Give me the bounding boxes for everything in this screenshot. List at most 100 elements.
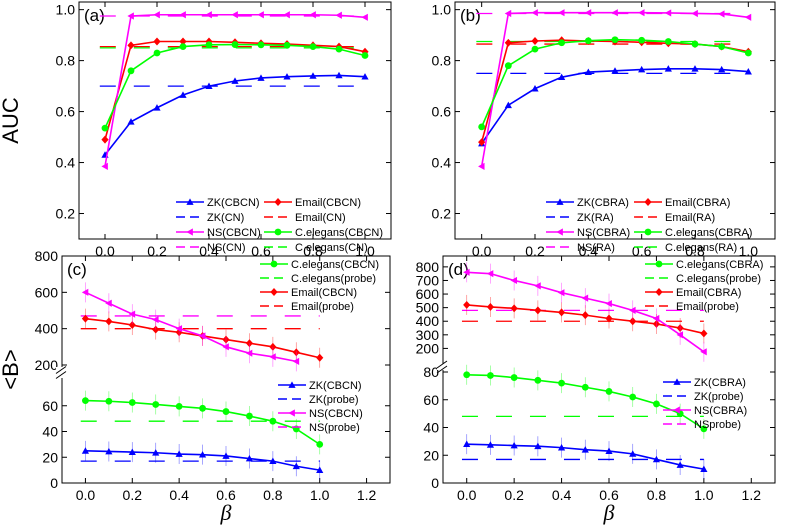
data-point bbox=[744, 49, 752, 57]
legend-label: C.elegans(RA) bbox=[665, 242, 737, 254]
data-point bbox=[504, 101, 512, 109]
legend-label: ZK(probe) bbox=[694, 391, 744, 403]
legend-entry: Email(CBRA) bbox=[645, 287, 741, 299]
legend-label: ZK(CBRA) bbox=[577, 197, 629, 209]
data-point bbox=[231, 77, 239, 84]
x-axis-title: β bbox=[603, 500, 615, 525]
y-tick-label: 400 bbox=[416, 313, 440, 329]
data-point bbox=[335, 45, 343, 53]
data-point bbox=[531, 9, 538, 17]
data-point bbox=[581, 311, 589, 320]
x-tick-label: 0.8 bbox=[685, 243, 705, 259]
data-point bbox=[584, 9, 592, 17]
legend-label: Email(CBCN) bbox=[295, 197, 361, 209]
data-point bbox=[128, 310, 136, 318]
data-point bbox=[581, 383, 589, 391]
legend-entry: Email(CBCN) bbox=[264, 197, 361, 209]
legend-label: NS(probe) bbox=[309, 422, 360, 434]
data-point bbox=[463, 300, 471, 309]
data-point bbox=[292, 357, 300, 365]
x-tick-label: 0.0 bbox=[457, 487, 477, 503]
legend-entry: C.elegans(RA) bbox=[634, 242, 737, 254]
data-point bbox=[81, 288, 89, 296]
legend-marker bbox=[556, 198, 564, 205]
data-point bbox=[257, 41, 265, 49]
data-point bbox=[510, 374, 518, 381]
y-tick-label: 0.8 bbox=[56, 53, 76, 69]
legend-marker bbox=[655, 260, 663, 268]
legend-label: C.elegans(CBRA) bbox=[676, 259, 763, 271]
legend-label: Email(RA) bbox=[665, 212, 715, 224]
legend-label: Email(CBRA) bbox=[676, 287, 741, 299]
data-point bbox=[664, 38, 672, 45]
data-point bbox=[510, 441, 518, 449]
y-tick-label: 1.0 bbox=[432, 2, 452, 18]
legend-label: NSprobe) bbox=[694, 419, 741, 431]
data-point bbox=[534, 376, 542, 384]
data-point bbox=[101, 124, 109, 132]
data-point bbox=[257, 11, 264, 19]
y-tick-label: 0.4 bbox=[432, 155, 452, 171]
data-point bbox=[205, 82, 213, 89]
data-point bbox=[478, 138, 486, 147]
data-point bbox=[205, 11, 212, 19]
series-line bbox=[104, 40, 366, 140]
y-tick-label: 0.6 bbox=[432, 104, 452, 120]
data-point bbox=[127, 67, 135, 75]
x-tick-label: 0.8 bbox=[647, 487, 667, 503]
data-point bbox=[269, 417, 277, 425]
x-tick-label: 1.0 bbox=[310, 487, 330, 503]
data-point bbox=[558, 9, 565, 17]
data-point bbox=[638, 9, 645, 17]
panel-c: 0.0 0.2 0.4 0.6 0.8 1.0 1.2 200 400 600 800 0 20 40 60… bbox=[0, 248, 391, 525]
data-point bbox=[653, 400, 660, 408]
data-point bbox=[605, 388, 613, 395]
legend-marker bbox=[673, 378, 681, 385]
data-point bbox=[199, 404, 206, 412]
x-tick-label: 0.0 bbox=[95, 243, 115, 259]
data-point bbox=[638, 65, 646, 73]
legend-label: Email(CN) bbox=[295, 212, 346, 224]
y-tick-label: 80 bbox=[423, 364, 439, 380]
series-line bbox=[481, 67, 749, 144]
legend-marker bbox=[655, 288, 663, 296]
data-point bbox=[744, 67, 752, 75]
data-point bbox=[463, 440, 471, 448]
legend-entry: C.elegans(CBRA) bbox=[634, 227, 752, 239]
legend-entry: NSprobe) bbox=[663, 419, 741, 431]
x-tick-label: 0.6 bbox=[251, 243, 271, 259]
y-tick-label: 700 bbox=[416, 272, 440, 288]
y-tick-label: 0 bbox=[431, 475, 439, 491]
legend-marker bbox=[644, 228, 652, 236]
data-point bbox=[309, 43, 317, 50]
data-point bbox=[361, 52, 369, 59]
y-tick-label: 600 bbox=[416, 286, 440, 302]
y-tick-label: 0.2 bbox=[56, 206, 76, 222]
legend-entry: Email(CN) bbox=[264, 212, 346, 224]
y-tick-label: 0 bbox=[50, 475, 58, 491]
data-point bbox=[629, 450, 637, 457]
data-point bbox=[127, 118, 135, 125]
data-point bbox=[605, 447, 613, 454]
data-point bbox=[105, 447, 113, 455]
data-point bbox=[179, 37, 187, 46]
panel-label: (b) bbox=[460, 6, 481, 25]
data-point bbox=[179, 43, 187, 50]
y-tick-label: 600 bbox=[35, 284, 59, 300]
panel-label: (c) bbox=[67, 260, 87, 279]
y-tick-label: 400 bbox=[35, 321, 59, 337]
data-point bbox=[231, 11, 238, 19]
legend-entry: ZK(CBCN) bbox=[278, 380, 362, 392]
data-point bbox=[629, 393, 637, 401]
legend-label: C.elegans(probe) bbox=[291, 273, 376, 285]
legend-label: Email(CBRA) bbox=[665, 197, 730, 209]
data-point bbox=[534, 282, 541, 290]
x-tick-label: 0.0 bbox=[472, 243, 492, 259]
x-tick-label: 0.2 bbox=[525, 243, 545, 259]
legend-label: ZK(CBCN) bbox=[309, 380, 362, 392]
legend-entry: Email(CBCN) bbox=[260, 287, 357, 299]
y-tick-label: 1.0 bbox=[56, 2, 76, 18]
data-point bbox=[664, 65, 672, 72]
data-point bbox=[205, 41, 213, 49]
data-point bbox=[231, 41, 239, 48]
